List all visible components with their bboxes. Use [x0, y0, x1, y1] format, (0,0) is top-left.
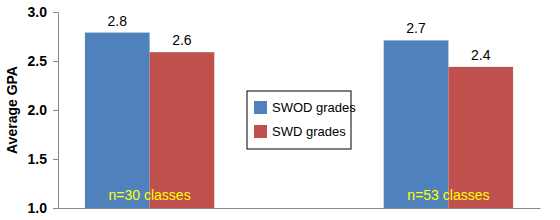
legend: SWOD grades SWD grades	[247, 91, 356, 149]
tick: n=53 classes	[407, 187, 489, 203]
bar	[384, 40, 449, 208]
data-label: 2.7	[406, 20, 426, 36]
tick-mark	[53, 208, 58, 209]
data-label: 2.4	[471, 47, 491, 63]
tick-label: 2.0	[28, 102, 48, 118]
tick: 2.5	[28, 53, 58, 69]
axis-line	[59, 208, 541, 209]
bar	[85, 33, 150, 208]
tick-label: 2.5	[28, 53, 48, 69]
axis-line	[53, 13, 59, 209]
y-axis-title: Average GPA	[4, 66, 20, 154]
tick-mark	[53, 110, 58, 111]
tick-label: n=30 classes	[109, 187, 191, 203]
tick: 3.0	[28, 4, 58, 20]
legend-swatch	[254, 101, 267, 114]
legend-swatch	[254, 125, 267, 138]
bars	[85, 33, 513, 208]
tick-mark	[53, 61, 58, 62]
legend-label: SWOD grades	[272, 100, 356, 115]
data-labels: 2.8 2.7 2.6 2.4	[108, 13, 491, 63]
tick-label: 3.0	[28, 4, 48, 20]
tick-mark	[53, 12, 58, 13]
x-axis: n=30 classes n=53 classes	[59, 187, 541, 209]
legend-label: SWD grades	[272, 124, 346, 139]
tick: 2.0	[28, 102, 58, 118]
tick-label: 1.0	[28, 200, 48, 216]
tick: 1.0	[28, 200, 58, 216]
y-axis: 1.0 1.5 2.0 2.5 3.0	[28, 4, 59, 216]
bar	[150, 52, 215, 208]
data-label: 2.8	[108, 13, 128, 29]
tick: 1.5	[28, 151, 58, 167]
data-label: 2.6	[172, 32, 192, 48]
tick-mark	[53, 159, 58, 160]
tick: n=30 classes	[109, 187, 191, 203]
tick-label: 1.5	[28, 151, 48, 167]
chart: 2.82.72.62.41.01.52.02.53.0n=30 classesn…	[0, 0, 560, 220]
tick-label: n=53 classes	[407, 187, 489, 203]
